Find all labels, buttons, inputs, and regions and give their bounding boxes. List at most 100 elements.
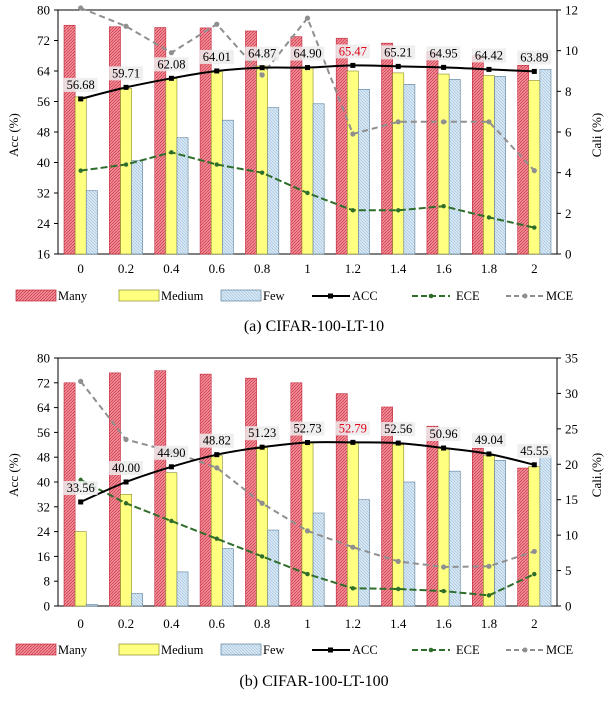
y-tick-label: 32 — [37, 186, 50, 201]
point-mce — [168, 50, 175, 56]
bar-many — [109, 26, 121, 255]
point-ece — [123, 501, 129, 506]
legend-swatch-many — [15, 289, 57, 302]
data-label-bg — [109, 66, 144, 81]
bar-medium — [74, 531, 87, 607]
bar-few — [358, 89, 370, 255]
y2-tick-label: 4 — [565, 165, 572, 180]
bar-few — [448, 79, 461, 255]
point-mce — [395, 119, 401, 125]
point-mce — [259, 500, 265, 506]
data-label-bg — [517, 50, 552, 65]
bar-few — [494, 76, 506, 255]
point-ece — [532, 225, 537, 230]
x-tick-label: 2 — [531, 261, 538, 276]
legend-swatch-medium — [118, 289, 160, 302]
point-ece — [396, 208, 401, 213]
legend-swatch-few — [220, 643, 262, 656]
y-tick-label: 0 — [44, 599, 51, 614]
data-label-bg — [245, 46, 280, 61]
y2-tick-label: 25 — [565, 421, 578, 436]
bar-few — [222, 548, 234, 607]
point-mce — [304, 528, 311, 534]
bar-many — [290, 36, 303, 255]
bar-medium — [165, 472, 178, 607]
y-tick-label: 40 — [37, 475, 50, 490]
legend-marker-mce — [522, 293, 528, 299]
data-label-acc: 64.87 — [248, 47, 276, 61]
point-ece — [486, 593, 492, 598]
bar-many — [471, 447, 484, 607]
data-label-acc: 64.95 — [430, 46, 458, 60]
bar-few — [494, 459, 506, 607]
point-acc — [123, 84, 129, 90]
bar-many — [109, 372, 121, 607]
bar-many — [199, 373, 212, 607]
x-tick-label: 1.4 — [390, 261, 407, 276]
y-tick-label: 16 — [37, 549, 51, 564]
bar-medium — [483, 455, 495, 607]
data-label-bg — [199, 49, 234, 64]
x-tick-label: 1.4 — [390, 616, 407, 631]
bar-medium — [437, 447, 450, 607]
point-ece — [486, 215, 492, 220]
bar-medium — [347, 441, 359, 607]
bar-many — [290, 382, 303, 607]
bar-few — [403, 84, 416, 255]
y2-tick-label: 0 — [565, 247, 572, 262]
point-mce — [78, 378, 84, 384]
bar-few — [267, 107, 280, 255]
x-tick-label: 0.8 — [254, 261, 270, 276]
point-mce — [486, 119, 492, 125]
point-acc — [531, 462, 537, 468]
bar-few — [131, 160, 144, 255]
x-tick-label: 0.6 — [209, 616, 226, 631]
y-tick-label: 72 — [37, 33, 50, 48]
point-mce — [486, 563, 492, 569]
bar-few — [131, 593, 144, 607]
data-label-bg — [154, 445, 189, 460]
point-acc — [259, 444, 265, 450]
bar-few — [85, 190, 98, 255]
data-label-bg — [335, 44, 370, 59]
y-tick-label: 8 — [44, 574, 51, 589]
bar-few — [176, 571, 189, 607]
point-acc — [486, 451, 492, 457]
legend-marker-ece — [428, 647, 434, 653]
bar-many — [381, 42, 393, 255]
data-label-acc: 48.82 — [203, 434, 231, 448]
point-ece — [441, 588, 446, 594]
bar-medium — [528, 466, 541, 607]
y2-tick-label: 2 — [565, 206, 572, 221]
bar-many — [245, 377, 257, 607]
y-tick-label: 56 — [37, 425, 51, 440]
legend-label-medium: Medium — [161, 289, 204, 303]
x-tick-label: 0 — [77, 616, 84, 631]
data-label-acc: 56.68 — [67, 78, 95, 92]
point-mce — [123, 23, 129, 29]
bar-medium — [210, 455, 223, 607]
bar-few — [267, 529, 280, 607]
x-tick-label: 1.6 — [435, 261, 452, 276]
data-label-bg — [381, 422, 416, 437]
bar-few — [403, 481, 416, 607]
data-label-acc: 52.79 — [339, 421, 367, 435]
y-tick-label: 80 — [37, 3, 50, 18]
point-ece — [259, 170, 265, 175]
data-label-acc: 49.04 — [475, 433, 504, 447]
y-tick-label: 64 — [37, 400, 51, 415]
bar-medium — [256, 446, 268, 607]
legend-label-medium: Medium — [161, 643, 204, 657]
bar-few — [448, 470, 461, 607]
legend-label-few: Few — [263, 643, 285, 657]
legend-swatch-medium — [118, 643, 160, 656]
bar-many — [426, 51, 439, 255]
bar-few — [539, 69, 552, 255]
data-label-bg — [471, 432, 506, 447]
point-mce — [304, 15, 311, 21]
data-label-bg — [471, 48, 506, 63]
point-mce — [440, 119, 447, 125]
y-tick-label: 32 — [37, 499, 50, 514]
y-tick-label: 48 — [37, 450, 50, 465]
data-label-acc: 59.71 — [112, 66, 140, 80]
